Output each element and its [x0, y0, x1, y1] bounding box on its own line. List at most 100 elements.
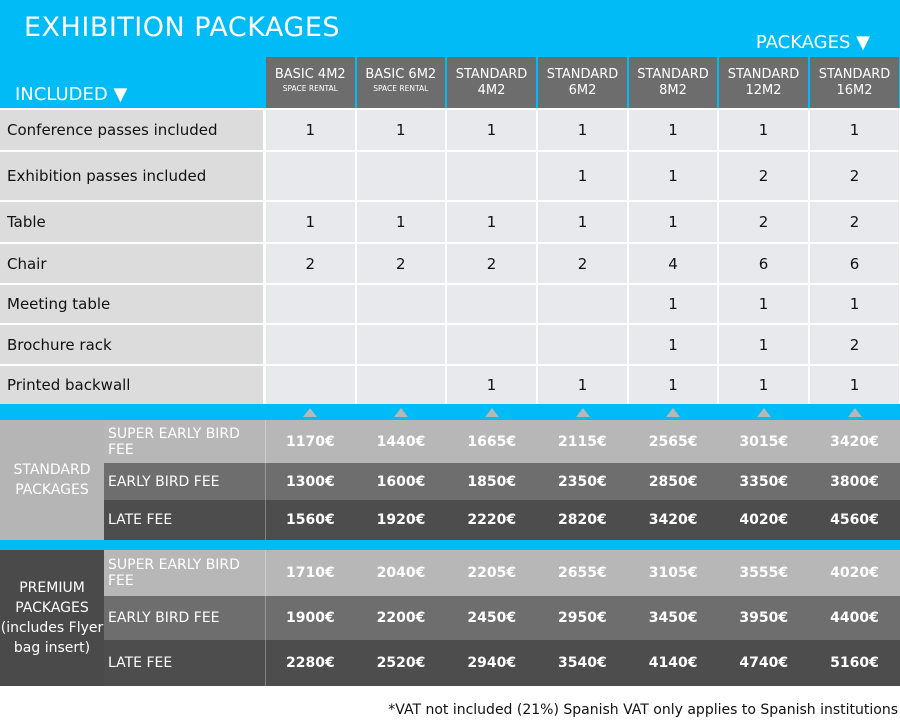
feature-value [266, 152, 355, 200]
pointer-triangle-icon [575, 408, 590, 417]
fee-label: EARLY BIRD FEE [108, 473, 220, 490]
feature-value: 2 [447, 244, 536, 283]
price-value: 3540€ [558, 655, 607, 671]
standard-price-row: LATE FEE 1560€ 1920€ 2220€ 2820€ 3420€ 4020€ 45… [104, 500, 900, 540]
fee-label: SUPER EARLY BIRD FEE [108, 557, 240, 589]
price-value: 2115€ [558, 433, 607, 450]
price-value: 1170€ [285, 433, 335, 450]
column-subtitle: SPACE RENTAL [373, 84, 429, 93]
feature-value [447, 152, 536, 200]
feature-value: 1 [629, 325, 717, 364]
feature-value [447, 325, 536, 364]
included-label: INCLUDED ▼ [15, 84, 128, 105]
feature-value: 2 [538, 244, 627, 283]
price-value: 3105€ [648, 565, 698, 581]
price-value: 2350€ [558, 473, 607, 490]
feature-value: 6 [810, 244, 899, 283]
packages-label: PACKAGES ▼ [755, 32, 870, 53]
feature-value [356, 366, 445, 404]
feature-label: Meeting table [0, 285, 263, 323]
feature-value: 1 [538, 366, 627, 404]
standard-price-row: EARLY BIRD FEE 1300€ 1600€ 1850€ 2350€ 2850€ 3… [104, 463, 900, 500]
feature-value [538, 325, 627, 364]
feature-value: 6 [719, 244, 808, 283]
feature-value: 1 [266, 202, 355, 242]
column-name: STANDARD [818, 67, 891, 82]
price-value: 1920€ [376, 512, 426, 528]
column-header: STANDARD 8M2 [629, 57, 717, 108]
price-value: 1665€ [467, 433, 517, 450]
column-subtitle: 8M2 [659, 83, 687, 98]
premium-group-label: PREMIUM PACKAGES (includes Flyer bag ins… [0, 550, 104, 686]
price-value: 3450€ [648, 610, 698, 626]
feature-value [538, 285, 627, 323]
feature-value [266, 325, 355, 364]
feature-value: 2 [356, 244, 445, 283]
feature-label: Conference passes included [0, 110, 263, 150]
price-value: 5160€ [830, 655, 879, 671]
price-value: 1600€ [376, 473, 426, 490]
price-value: 2220€ [467, 512, 517, 528]
column-header: STANDARD 6M2 [538, 57, 627, 108]
column-header: STANDARD 4M2 [447, 57, 536, 108]
column-name: STANDARD [546, 67, 619, 82]
price-value: 2940€ [467, 655, 517, 671]
feature-label: Brochure rack [0, 325, 263, 364]
feature-value: 4 [629, 244, 717, 283]
vat-footnote: *VAT not included (21%) Spanish VAT only… [388, 702, 898, 718]
price-value: 3800€ [830, 473, 879, 490]
price-value: 4140€ [648, 655, 698, 671]
fee-label: EARLY BIRD FEE [108, 610, 220, 626]
feature-value [356, 152, 445, 200]
price-value: 3015€ [739, 433, 789, 450]
price-value: 2850€ [648, 473, 698, 490]
price-value: 2280€ [285, 655, 335, 671]
pointer-triangle-icon [756, 408, 771, 417]
price-value: 2040€ [376, 565, 426, 581]
price-value: 4400€ [830, 610, 879, 626]
price-value: 1710€ [285, 565, 335, 581]
premium-price-row: EARLY BIRD FEE 1900€ 2200€ 2450€ 2950€ 3450€ 3… [104, 596, 900, 640]
price-value: 1560€ [285, 512, 335, 528]
feature-value: 1 [266, 110, 355, 150]
feature-value: 1 [810, 366, 899, 404]
price-value: 2655€ [558, 565, 607, 581]
feature-value: 1 [447, 110, 536, 150]
column-name: STANDARD [637, 67, 709, 82]
price-value: 3950€ [739, 610, 789, 626]
feature-value [266, 366, 355, 404]
feature-label: Table [0, 202, 263, 242]
feature-value: 1 [629, 110, 717, 150]
price-value: 4560€ [830, 512, 879, 528]
price-value: 2450€ [467, 610, 517, 626]
column-subtitle: SPACE RENTAL [282, 84, 338, 93]
feature-value: 2 [810, 325, 899, 364]
column-header: BASIC 4M2 SPACE RENTAL [266, 57, 355, 108]
feature-value: 1 [538, 110, 627, 150]
price-value: 2520€ [376, 655, 426, 671]
feature-value: 1 [538, 152, 627, 200]
feature-value: 2 [719, 152, 808, 200]
feature-value: 1 [447, 202, 536, 242]
feature-value [447, 285, 536, 323]
column-header: STANDARD 12M2 [719, 57, 808, 108]
pointer-triangle-icon [303, 408, 318, 417]
feature-value: 1 [356, 110, 445, 150]
price-value: 3420€ [830, 433, 879, 450]
price-value: 3555€ [739, 565, 789, 581]
feature-value: 1 [719, 366, 808, 404]
price-value: 4020€ [830, 565, 879, 581]
feature-value: 2 [266, 244, 355, 283]
column-header: BASIC 6M2 SPACE RENTAL [356, 57, 445, 108]
column-name: STANDARD [455, 67, 528, 82]
feature-value [356, 285, 445, 323]
feature-value [266, 285, 355, 323]
feature-value: 1 [810, 110, 899, 150]
column-name: BASIC 6M2 [365, 67, 437, 82]
premium-price-row: SUPER EARLY BIRD FEE 1710€ 2040€ 2205€ 2655€… [104, 550, 900, 596]
feature-value: 1 [629, 152, 717, 200]
pointer-triangle-icon [847, 408, 862, 417]
price-value: 2820€ [558, 512, 607, 528]
price-value: 3420€ [648, 512, 698, 528]
column-name: BASIC 4M2 [274, 67, 346, 82]
